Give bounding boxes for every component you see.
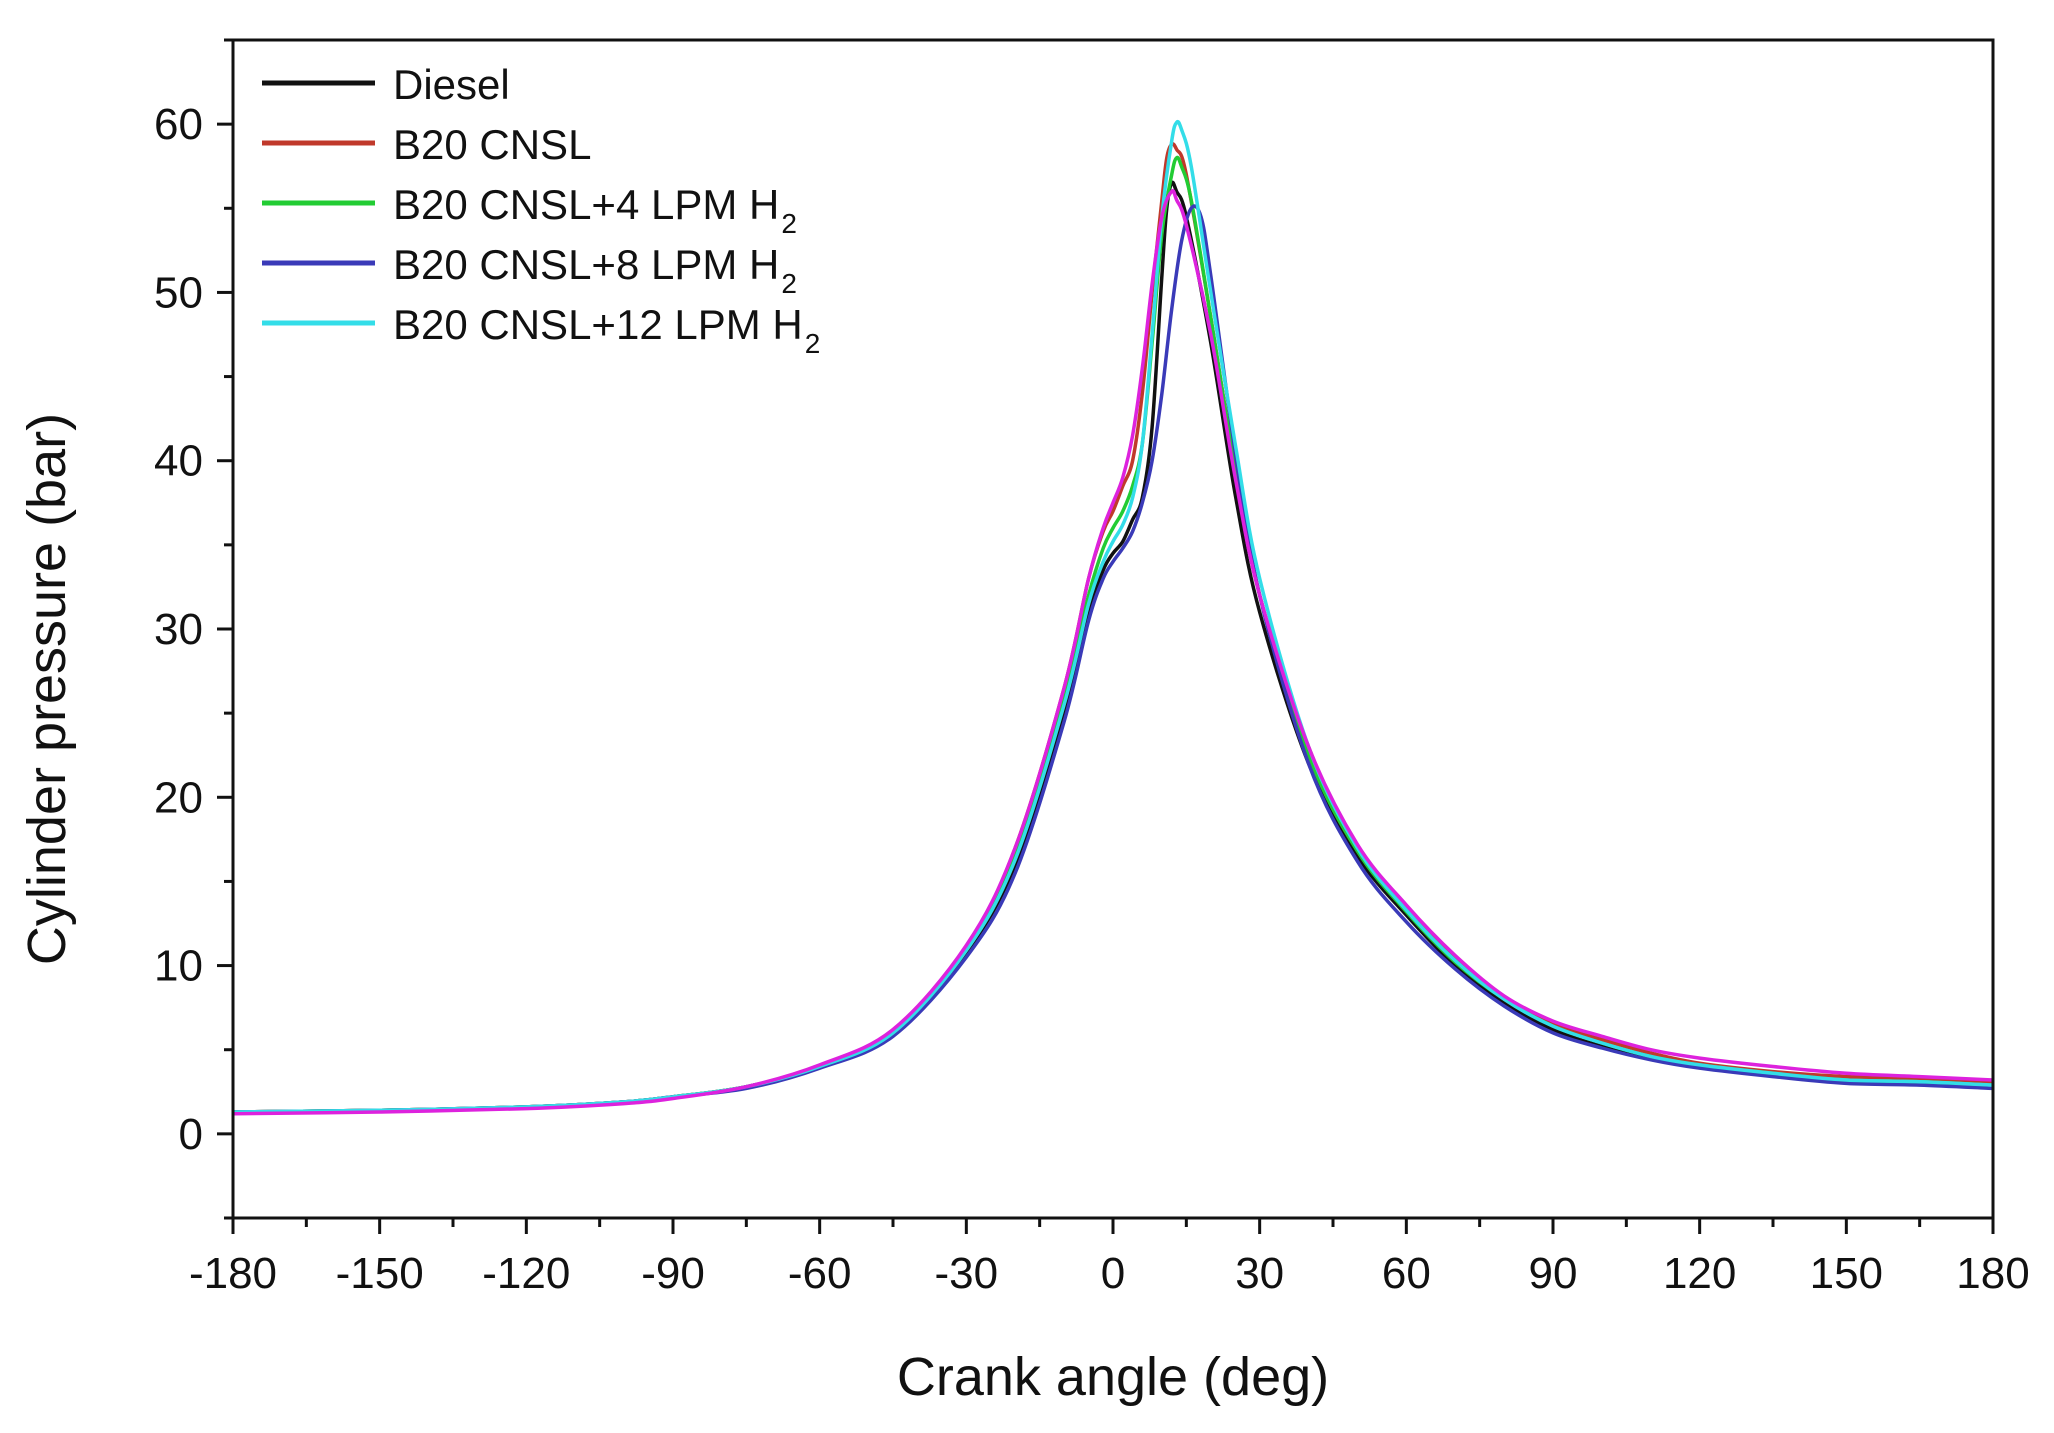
legend-label: B20 CNSL+12 LPM H2 bbox=[393, 301, 820, 359]
x-axis-title: Crank angle (deg) bbox=[897, 1347, 1329, 1407]
legend-label: B20 CNSL+8 LPM H2 bbox=[393, 241, 797, 299]
x-tick-label: 120 bbox=[1663, 1249, 1736, 1298]
y-tick-label: 20 bbox=[154, 773, 203, 822]
x-tick-label: 60 bbox=[1382, 1249, 1431, 1298]
x-tick-label: -180 bbox=[189, 1249, 277, 1298]
x-tick-label: -90 bbox=[641, 1249, 705, 1298]
x-tick-label: 90 bbox=[1529, 1249, 1578, 1298]
x-tick-label: 150 bbox=[1810, 1249, 1883, 1298]
y-axis-title: Cylinder pressure (bar) bbox=[17, 413, 77, 965]
y-tick-label: 60 bbox=[154, 100, 203, 149]
tick-labels: -180 -150 -120 -90 -60 -30 0 30 60 90 120 150 180 0 10… bbox=[154, 100, 2030, 1298]
x-tick-label: -30 bbox=[935, 1249, 999, 1298]
plot-area-frame bbox=[231, 38, 1995, 1220]
series-line-6 bbox=[232, 189, 1994, 1116]
series-line-2 bbox=[232, 142, 1994, 1114]
x-tick-label: -120 bbox=[482, 1249, 570, 1298]
x-tick-label: 180 bbox=[1956, 1249, 2029, 1298]
x-tick-label: 30 bbox=[1235, 1249, 1284, 1298]
y-tick-label: 30 bbox=[154, 605, 203, 654]
y-tick-label: 40 bbox=[154, 437, 203, 486]
x-tick-label: 0 bbox=[1101, 1249, 1125, 1298]
legend-label: Diesel bbox=[393, 61, 510, 108]
x-tick-label: -60 bbox=[788, 1249, 852, 1298]
y-tick-label: 0 bbox=[179, 1110, 203, 1159]
legend-label: B20 CNSL+4 LPM H2 bbox=[393, 181, 797, 239]
x-tick-label: -150 bbox=[336, 1249, 424, 1298]
legend-label: B20 CNSL bbox=[393, 121, 591, 168]
y-tick-label: 10 bbox=[154, 942, 203, 991]
series-lines bbox=[232, 119, 1994, 1116]
y-tick-label: 50 bbox=[154, 268, 203, 317]
